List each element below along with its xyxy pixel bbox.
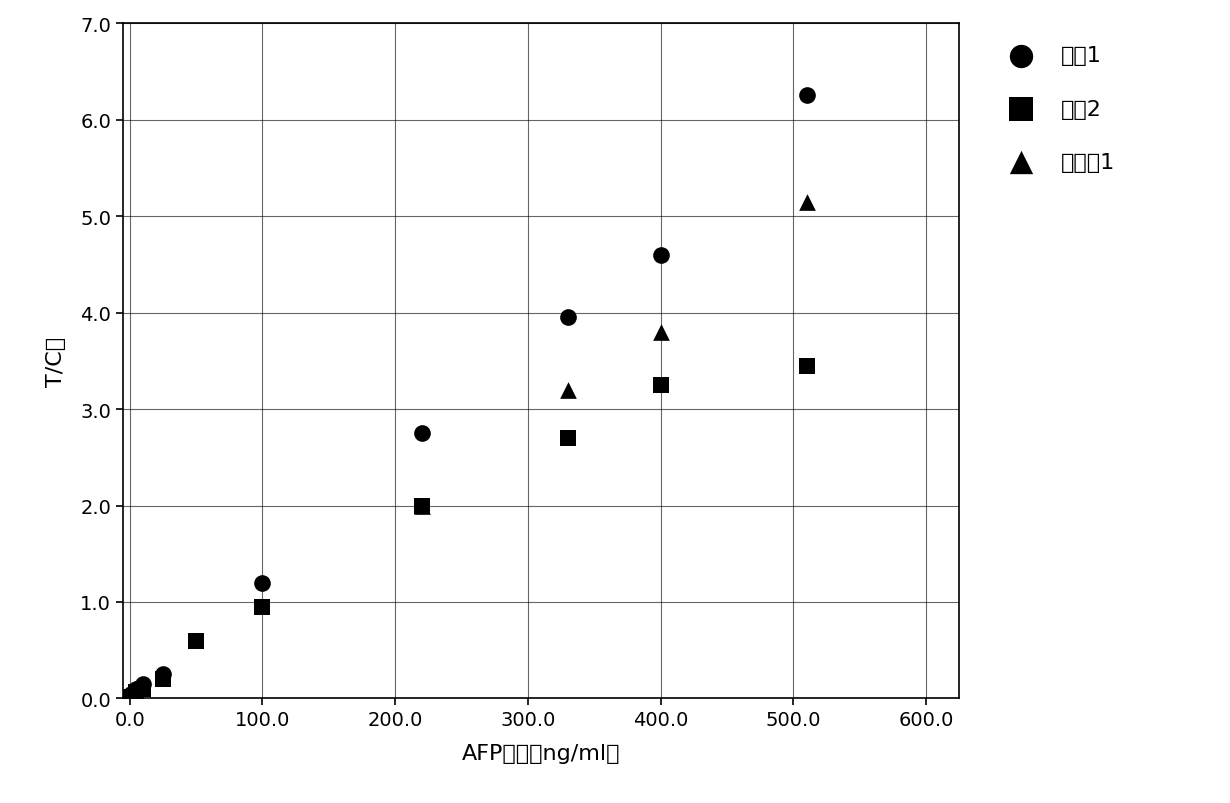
实施例1 <box>412 499 432 512</box>
对比2 <box>797 360 817 373</box>
对比2 <box>186 634 205 647</box>
对比2 <box>127 686 146 699</box>
对比1 <box>121 687 140 700</box>
对比2 <box>153 673 172 686</box>
对比1 <box>797 90 817 103</box>
对比2 <box>252 601 272 613</box>
对比1 <box>412 427 432 440</box>
实施例1 <box>797 196 817 209</box>
对比1 <box>252 577 272 589</box>
X-axis label: AFP浓度（ng/ml）: AFP浓度（ng/ml） <box>462 744 620 763</box>
Y-axis label: T/C値: T/C値 <box>47 336 66 386</box>
对比2 <box>558 432 578 445</box>
对比2 <box>121 691 140 703</box>
实施例1 <box>651 326 670 339</box>
对比1 <box>133 678 153 691</box>
对比2 <box>133 683 153 695</box>
对比1 <box>127 683 146 695</box>
对比1 <box>558 312 578 324</box>
Legend: 对比1, 对比2, 实施例1: 对比1, 对比2, 实施例1 <box>988 35 1125 184</box>
实施例1 <box>558 384 578 397</box>
对比1 <box>153 668 172 681</box>
对比2 <box>651 379 670 392</box>
对比2 <box>412 499 432 512</box>
对比1 <box>651 249 670 262</box>
